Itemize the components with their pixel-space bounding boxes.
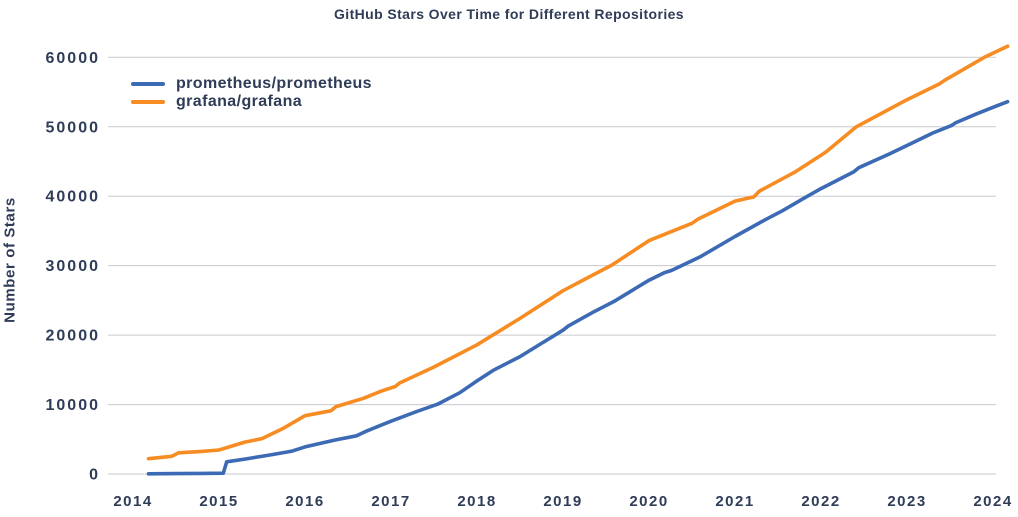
x-tick-label: 2020 <box>629 493 668 510</box>
x-tick-label: 2024 <box>973 493 1012 510</box>
y-axis-title: Number of Stars <box>1 197 19 323</box>
y-tick-label: 60000 <box>46 50 101 67</box>
y-tick-label: 0 <box>89 467 100 484</box>
series-line-prometheus <box>146 99 1010 476</box>
x-tick-label: 2022 <box>801 493 840 510</box>
x-tick-label: 2014 <box>113 493 152 510</box>
x-tick-label: 2018 <box>457 493 496 510</box>
legend-item-prometheus: prometheus/prometheus <box>131 75 372 93</box>
x-tick-label: 2017 <box>371 493 410 510</box>
legend-swatch <box>131 81 165 87</box>
chart-title: GitHub Stars Over Time for Different Rep… <box>334 6 684 22</box>
y-tick-label: 10000 <box>46 397 101 414</box>
y-tick-label: 50000 <box>46 119 101 136</box>
x-tick-label: 2015 <box>199 493 238 510</box>
x-tick-label: 2023 <box>887 493 926 510</box>
legend-label: grafana/grafana <box>176 93 303 110</box>
x-tick-label: 2021 <box>715 493 754 510</box>
series-line-grafana <box>146 44 1010 461</box>
x-tick-label: 2019 <box>543 493 582 510</box>
y-tick-label: 30000 <box>46 258 101 275</box>
y-tick-label: 40000 <box>46 189 101 206</box>
legend: prometheus/prometheus grafana/grafana <box>131 75 372 111</box>
legend-label: prometheus/prometheus <box>176 75 372 92</box>
y-tick-label: 20000 <box>46 328 101 345</box>
legend-item-grafana: grafana/grafana <box>131 93 372 111</box>
x-tick-label: 2016 <box>285 493 324 510</box>
legend-swatch <box>131 99 165 105</box>
